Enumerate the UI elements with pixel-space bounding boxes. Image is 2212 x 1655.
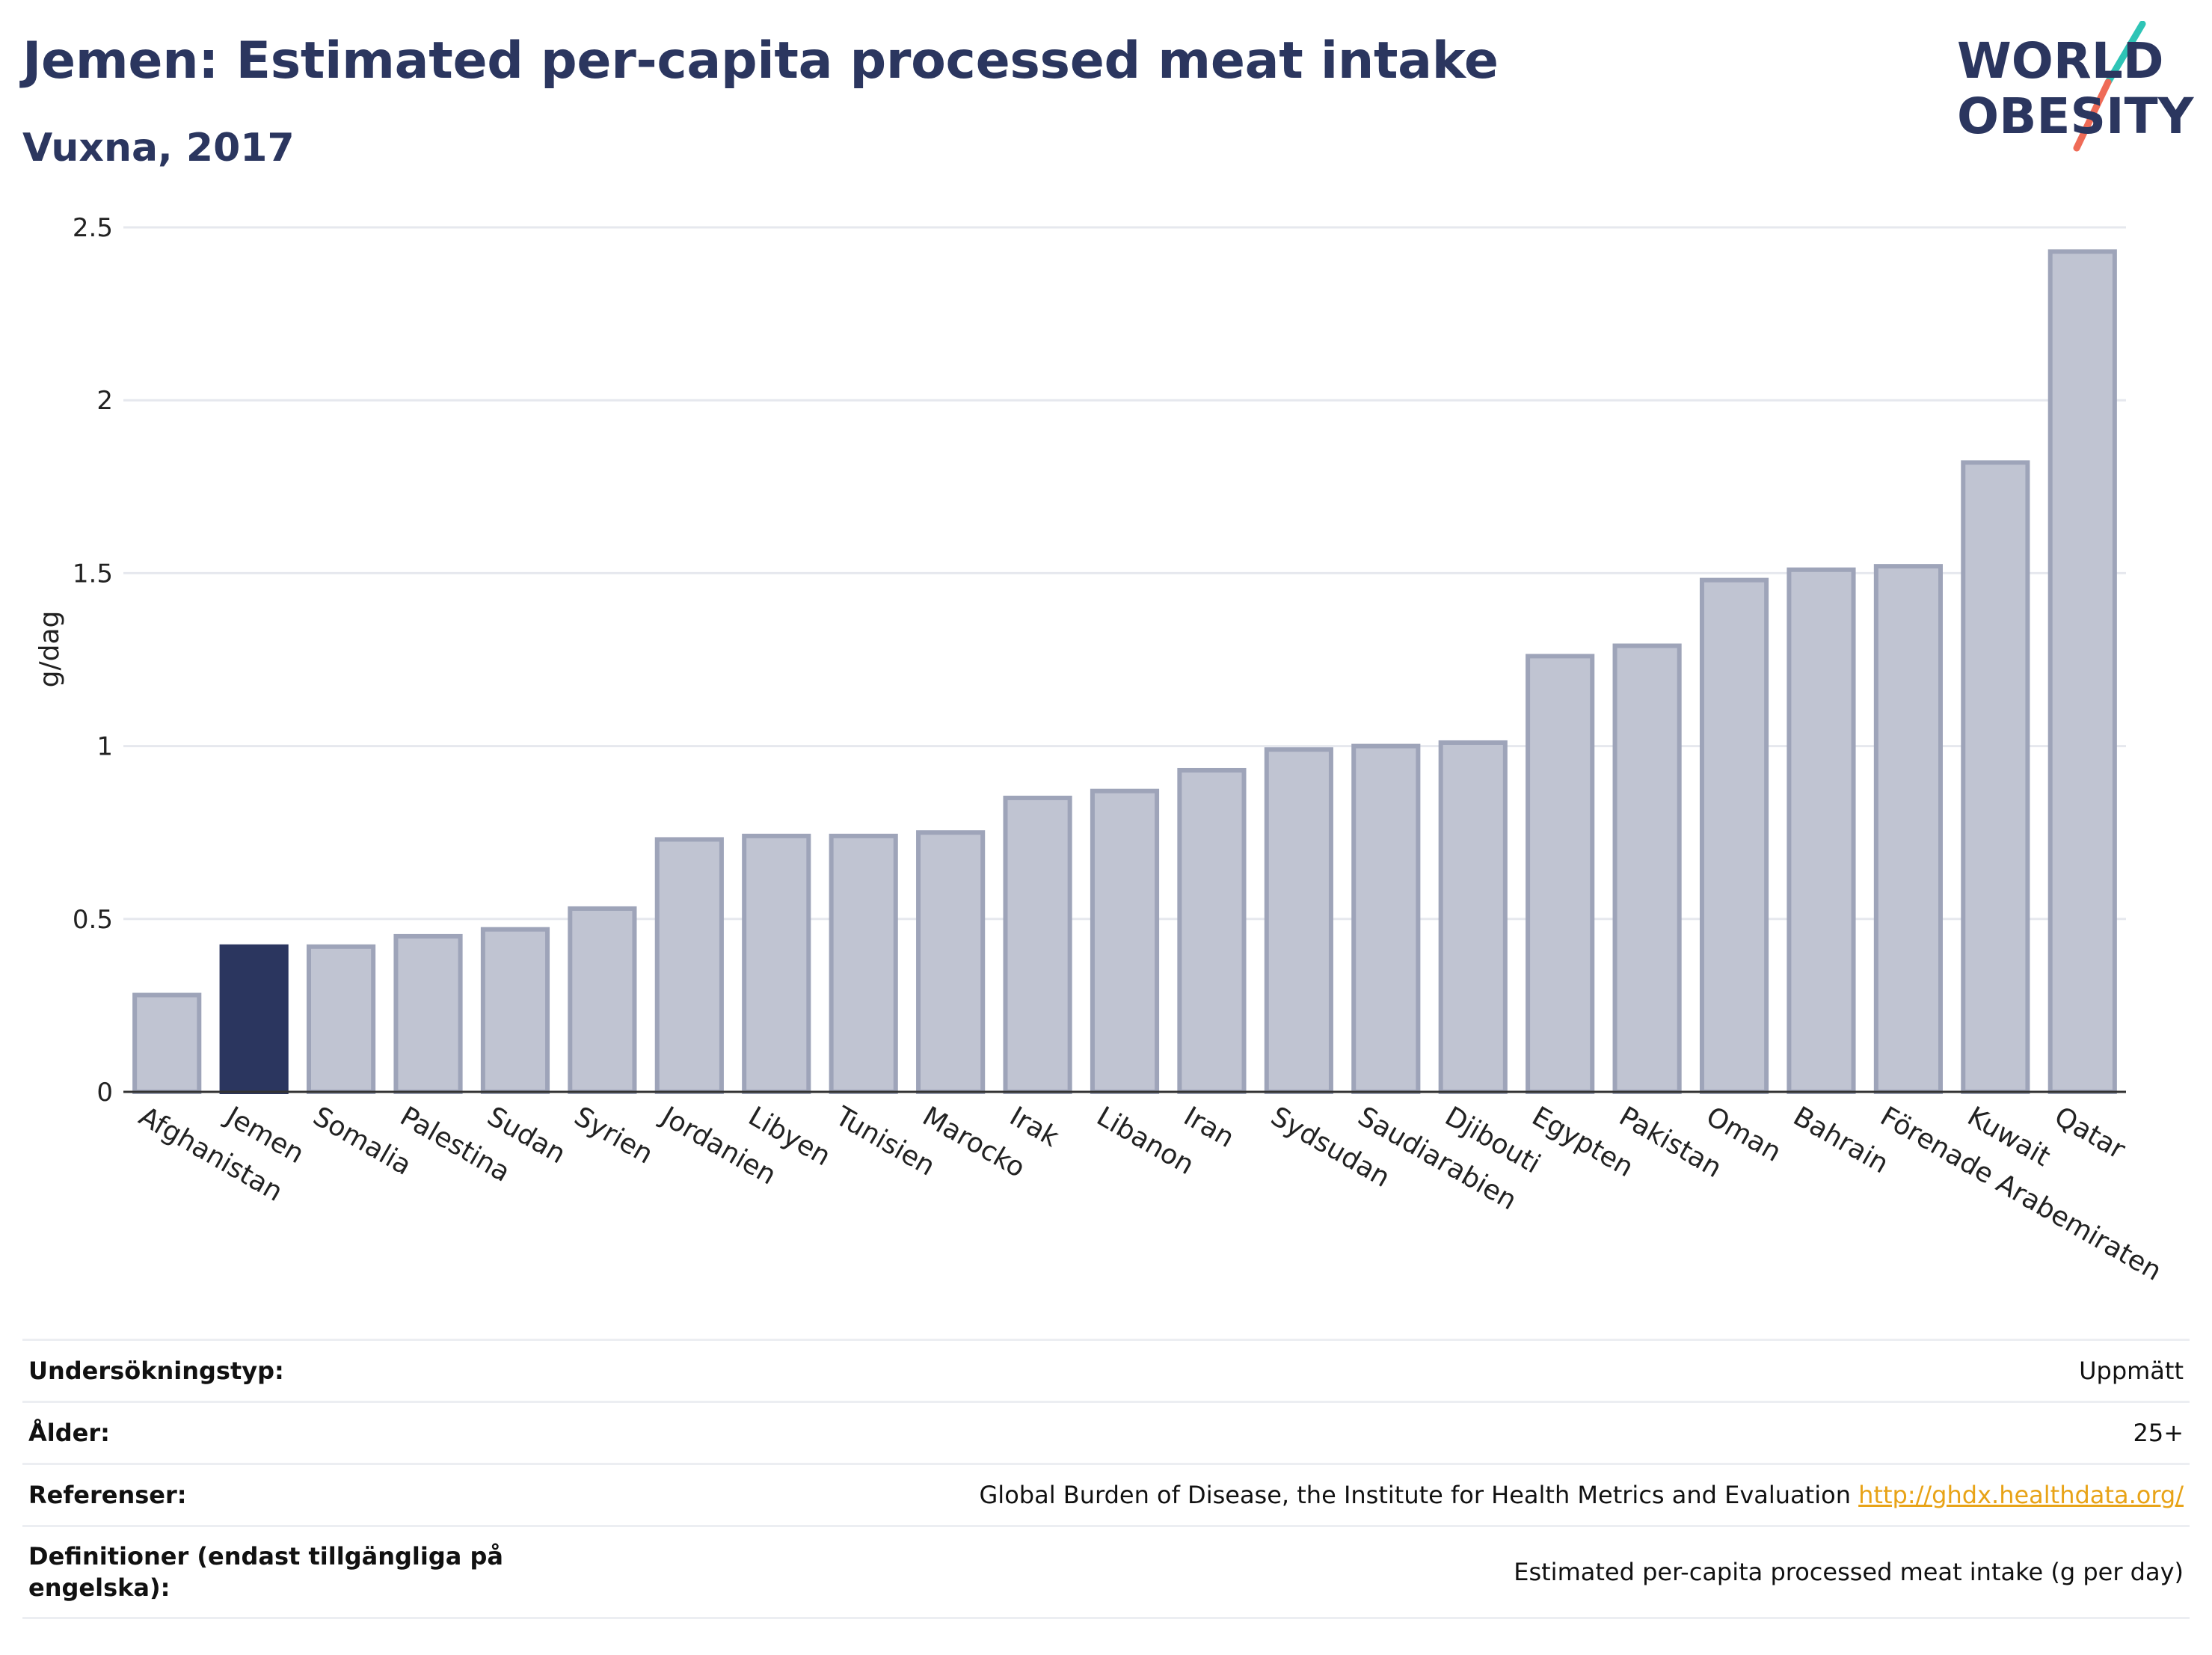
x-tick-label: Libanon: [1092, 1101, 1199, 1181]
bar: [654, 837, 724, 1094]
y-tick-label: 2.5: [73, 213, 113, 243]
y-tick-label: 1.5: [73, 559, 113, 589]
logo-slash-bottom: [2073, 79, 2112, 152]
logo-line-2: OBESITY: [1957, 87, 2195, 145]
world-obesity-logo: WORLD OBESITY: [1957, 21, 2195, 152]
x-tick-label: Irak: [1004, 1101, 1064, 1153]
bar-chart: 0 0.5 1 1.5 2 2.5 AfghanistanJemenSomaliaPale…: [34, 213, 2167, 1287]
bar: [307, 944, 376, 1094]
logo-line-1: WORLD: [1957, 32, 2164, 90]
bar: [1873, 564, 1943, 1094]
info-value-references: Global Burden of Disease, the Institute …: [528, 1463, 2190, 1526]
y-axis-label: g/dag: [34, 611, 65, 688]
bar: [742, 833, 811, 1094]
bar: [1612, 643, 1682, 1094]
bar: [2047, 249, 2117, 1094]
info-row: Referenser: Global Burden of Disease, th…: [22, 1463, 2190, 1526]
info-value-survey-type: Uppmätt: [528, 1339, 2190, 1402]
bars: [132, 249, 2117, 1095]
bar: [1699, 577, 1769, 1094]
reference-text: Global Burden of Disease, the Institute …: [979, 1481, 1851, 1509]
reference-link[interactable]: http://ghdx.healthdata.org/: [1858, 1481, 2184, 1509]
bar: [568, 906, 637, 1094]
bar: [1003, 795, 1072, 1094]
info-table: Undersökningstyp: Uppmätt Ålder: 25+ Ref…: [22, 1339, 2190, 1619]
y-tick-label: 0.5: [73, 905, 113, 935]
bar: [393, 933, 463, 1095]
logo-slash-top: [2104, 21, 2146, 86]
bar: [1438, 740, 1508, 1094]
info-label-definitions: Definitioner (endast tillgängliga på eng…: [22, 1525, 528, 1619]
bar: [1787, 567, 1856, 1094]
bar: [916, 830, 986, 1094]
page-subtitle: Vuxna, 2017: [22, 126, 295, 171]
bar: [1264, 747, 1333, 1094]
bar-highlight: [219, 944, 289, 1094]
y-tick-label: 0: [96, 1078, 113, 1108]
x-tick-labels: AfghanistanJemenSomaliaPalestinaSudanSyr…: [134, 1100, 2167, 1287]
x-tick-label: Syrien: [569, 1101, 658, 1170]
x-tick-label: Bahrain: [1788, 1101, 1893, 1179]
info-value-definitions: Estimated per-capita processed meat inta…: [528, 1525, 2190, 1619]
info-label-references: Referenser:: [22, 1463, 528, 1526]
info-row: Undersökningstyp: Uppmätt: [22, 1339, 2190, 1402]
bar: [1090, 788, 1160, 1095]
bar: [829, 833, 898, 1094]
y-tick-labels: 0 0.5 1 1.5 2 2.5: [73, 213, 113, 1108]
bar: [1177, 767, 1247, 1095]
y-tick-label: 1: [96, 732, 113, 762]
x-tick-label: Tunisien: [829, 1101, 940, 1182]
bar: [1526, 654, 1595, 1094]
info-row: Definitioner (endast tillgängliga på eng…: [22, 1525, 2190, 1619]
x-tick-label: Qatar: [2049, 1101, 2130, 1165]
info-label-survey-type: Undersökningstyp:: [22, 1339, 528, 1402]
info-value-age: 25+: [528, 1401, 2190, 1464]
bar: [132, 992, 202, 1094]
bar: [480, 927, 550, 1094]
x-tick-label: Iran: [1179, 1101, 1239, 1154]
info-row: Ålder: 25+: [22, 1401, 2190, 1464]
page-title: Jemen: Estimated per-capita processed me…: [22, 31, 1499, 90]
bar: [1961, 460, 2030, 1094]
bar: [1351, 743, 1421, 1094]
x-tick-label: Somalia: [308, 1101, 417, 1182]
y-tick-label: 2: [96, 386, 113, 416]
info-label-age: Ålder:: [22, 1401, 528, 1464]
